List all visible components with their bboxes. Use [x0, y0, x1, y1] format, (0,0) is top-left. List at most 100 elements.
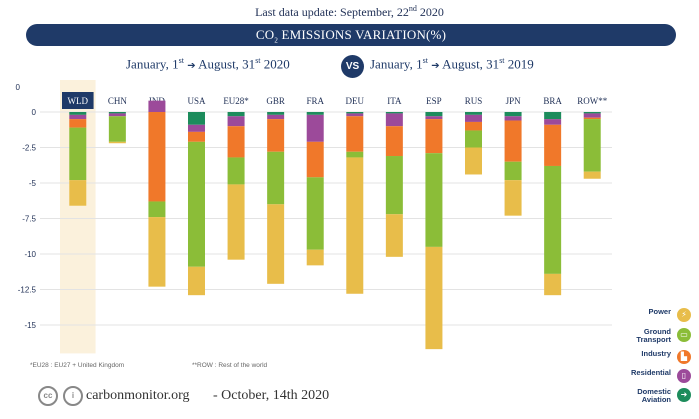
legend-label: Industry	[641, 349, 671, 358]
bar-segment	[306, 177, 324, 250]
bar-segment	[544, 112, 562, 120]
chart-title-banner: CO2 EMISSIONS VARIATION(%)	[26, 24, 676, 46]
bar-segment	[69, 180, 87, 206]
bar-segment	[583, 112, 601, 114]
bar-segment	[306, 141, 324, 178]
legend-label: Domestic Aviation	[637, 387, 671, 404]
bar-segment	[306, 114, 324, 142]
x-tick-label: JPN	[506, 96, 522, 106]
legend-item: Domestic Aviation ➜	[612, 388, 697, 412]
bar-segment	[544, 119, 562, 125]
bar-segment	[425, 246, 443, 350]
building-icon: ▯	[677, 369, 691, 383]
y-tick-label: -2.5	[22, 144, 36, 153]
bar-segment	[346, 157, 364, 294]
bar-segment	[504, 161, 522, 181]
bar-segment	[346, 113, 364, 117]
bar-segment	[465, 147, 482, 175]
bar-segment	[465, 121, 482, 131]
site-name: carbonmonitor.org	[86, 388, 190, 403]
bar-segment	[306, 112, 324, 115]
y-tick-label: -15	[24, 321, 36, 330]
x-tick-label: CHN	[108, 96, 128, 106]
footnote-eu28: *EU28 : EU27 + United Kingdom	[30, 362, 125, 369]
bar-segment	[504, 180, 522, 216]
bar-segment	[227, 184, 245, 260]
x-tick-label: FRA	[306, 96, 324, 106]
x-tick-label: WLD	[68, 96, 89, 106]
bar-segment	[583, 119, 601, 172]
y-tick-label: -12.5	[18, 286, 37, 295]
bar-segment	[108, 113, 126, 117]
bar-segment	[583, 117, 601, 120]
bar-segment	[306, 249, 324, 266]
bar-segment	[583, 113, 601, 118]
legend-item: Ground Transport ▭	[612, 328, 697, 352]
bar-segment	[544, 124, 562, 166]
x-tick-label: USA	[187, 96, 206, 106]
y-tick-label: -5	[29, 179, 37, 188]
x-tick-label: ITA	[387, 96, 402, 106]
airplane-icon: ➜	[677, 388, 691, 402]
footnote-row: **ROW : Rest of the world	[192, 362, 268, 369]
bar-segment	[267, 112, 285, 115]
bar-segment	[504, 116, 522, 121]
bar-segment	[465, 114, 482, 122]
bar-segment	[188, 124, 205, 132]
bar-segment	[227, 126, 245, 158]
bar-segment	[425, 119, 443, 154]
bar-segment	[188, 141, 205, 267]
bar-segment	[69, 119, 87, 128]
x-tick-label-badge	[62, 92, 94, 109]
bar-segment	[385, 126, 403, 157]
y-tick-label: -7.5	[22, 215, 36, 224]
bar-segment	[267, 151, 285, 205]
bar-segment	[465, 130, 482, 148]
bar-segment	[227, 116, 245, 127]
x-tick-label: ESP	[426, 96, 442, 106]
arrow-right-icon: ➔	[187, 60, 196, 72]
bar-segment	[425, 116, 443, 120]
y-tick-label: 0	[16, 83, 21, 92]
bar-segment	[148, 201, 166, 218]
bar-segment	[227, 112, 245, 117]
bar-segment	[69, 112, 87, 115]
legend-item: Residential ▯	[612, 369, 697, 393]
bar-segment	[267, 114, 285, 120]
bar-segment	[346, 151, 364, 158]
bar-segment	[385, 113, 403, 127]
bar-segment	[148, 217, 166, 287]
creative-commons-icon: cc	[38, 386, 58, 406]
bar-segment	[108, 116, 126, 142]
vs-badge: VS	[341, 55, 364, 78]
bar-segment	[188, 131, 205, 142]
legend-label: Power	[648, 307, 671, 316]
bar-segment	[385, 156, 403, 215]
legend-label: Residential	[630, 368, 671, 377]
period-2019: January, 1st ➔ August, 31st 2019	[370, 56, 534, 72]
attribution-icon: i	[63, 386, 83, 406]
car-icon: ▭	[677, 328, 691, 342]
bar-segment	[504, 120, 522, 162]
publish-date: - October, 14th 2020	[213, 388, 330, 403]
bar-segment	[385, 112, 403, 114]
legend-item: Industry ▙	[612, 350, 697, 374]
x-tick-label: BRA	[543, 96, 562, 106]
bar-segment	[108, 112, 126, 114]
factory-icon: ▙	[677, 350, 691, 364]
bar-segment	[69, 127, 87, 181]
period-2020: January, 1st ➔ August, 31st 2020	[126, 56, 290, 72]
emissions-bar-chart: 0-2.5-5-7.5-10-12.5-150WLDCHNINDUSAEU28*…	[16, 80, 612, 354]
bar-segment	[148, 112, 166, 202]
bar-segment	[465, 112, 482, 115]
bar-segment	[504, 112, 522, 117]
legend-label: Ground Transport	[636, 327, 671, 344]
bar-segment	[108, 141, 126, 144]
bar-segment	[69, 114, 87, 120]
x-tick-label: DEU	[346, 96, 365, 106]
x-tick-label: RUS	[465, 96, 483, 106]
last-update-text: Last data update: September, 22nd 2020	[255, 4, 444, 19]
bar-segment	[267, 119, 285, 152]
y-tick-label: -10	[24, 250, 36, 259]
bar-segment	[544, 165, 562, 274]
